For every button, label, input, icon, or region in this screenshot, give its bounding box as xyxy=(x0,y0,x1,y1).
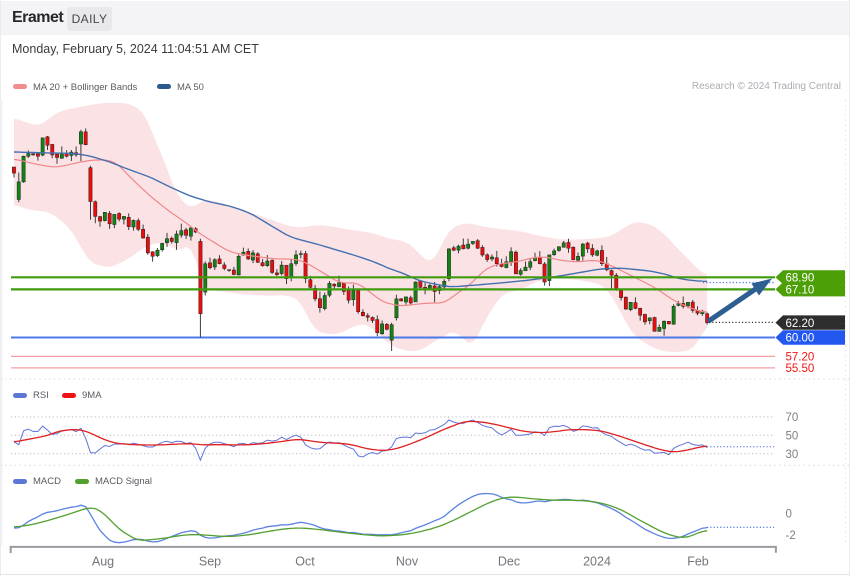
svg-text:Feb: Feb xyxy=(687,554,709,568)
svg-text:60.00: 60.00 xyxy=(786,333,815,345)
svg-text:67.10: 67.10 xyxy=(786,285,815,297)
svg-text:2024: 2024 xyxy=(583,554,611,568)
svg-text:-2: -2 xyxy=(786,530,796,542)
svg-text:Dec: Dec xyxy=(498,554,520,568)
svg-text:Aug: Aug xyxy=(92,554,114,568)
svg-text:62.20: 62.20 xyxy=(786,318,815,330)
svg-text:30: 30 xyxy=(786,449,799,461)
svg-text:Sep: Sep xyxy=(199,554,221,568)
svg-text:57.20: 57.20 xyxy=(786,352,815,364)
svg-text:70: 70 xyxy=(786,412,799,424)
svg-text:55.50: 55.50 xyxy=(786,363,815,375)
svg-text:Oct: Oct xyxy=(295,554,315,568)
svg-text:50: 50 xyxy=(786,431,799,443)
svg-text:0: 0 xyxy=(786,508,792,520)
svg-text:68.90: 68.90 xyxy=(786,273,815,285)
svg-text:Nov: Nov xyxy=(396,554,419,568)
